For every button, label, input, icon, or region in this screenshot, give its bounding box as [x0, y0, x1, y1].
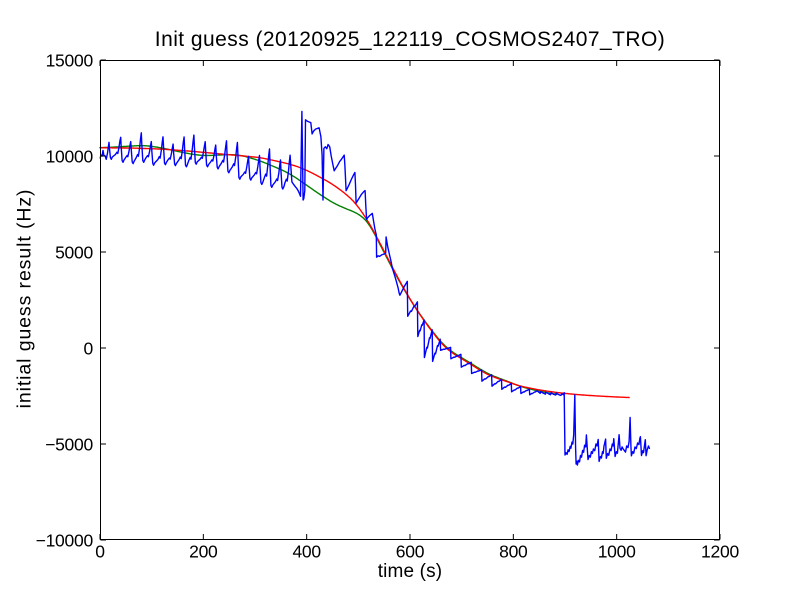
- svg-text:0: 0: [84, 338, 94, 358]
- svg-text:1200: 1200: [701, 542, 739, 562]
- svg-text:Init guess (20120925_122119_CO: Init guess (20120925_122119_COSMOS2407_T…: [155, 28, 665, 51]
- svg-text:0: 0: [95, 542, 105, 562]
- svg-text:400: 400: [292, 542, 321, 562]
- svg-text:15000: 15000: [46, 50, 94, 70]
- svg-text:200: 200: [189, 542, 218, 562]
- svg-text:time (s): time (s): [378, 561, 443, 582]
- svg-text:−10000: −10000: [36, 530, 94, 550]
- svg-text:initial guess result (Hz): initial guess result (Hz): [14, 189, 36, 409]
- svg-text:5000: 5000: [55, 242, 93, 262]
- svg-text:1000: 1000: [598, 542, 636, 562]
- svg-text:800: 800: [499, 542, 528, 562]
- svg-text:−5000: −5000: [45, 434, 93, 454]
- svg-text:600: 600: [396, 542, 425, 562]
- svg-text:10000: 10000: [46, 146, 94, 166]
